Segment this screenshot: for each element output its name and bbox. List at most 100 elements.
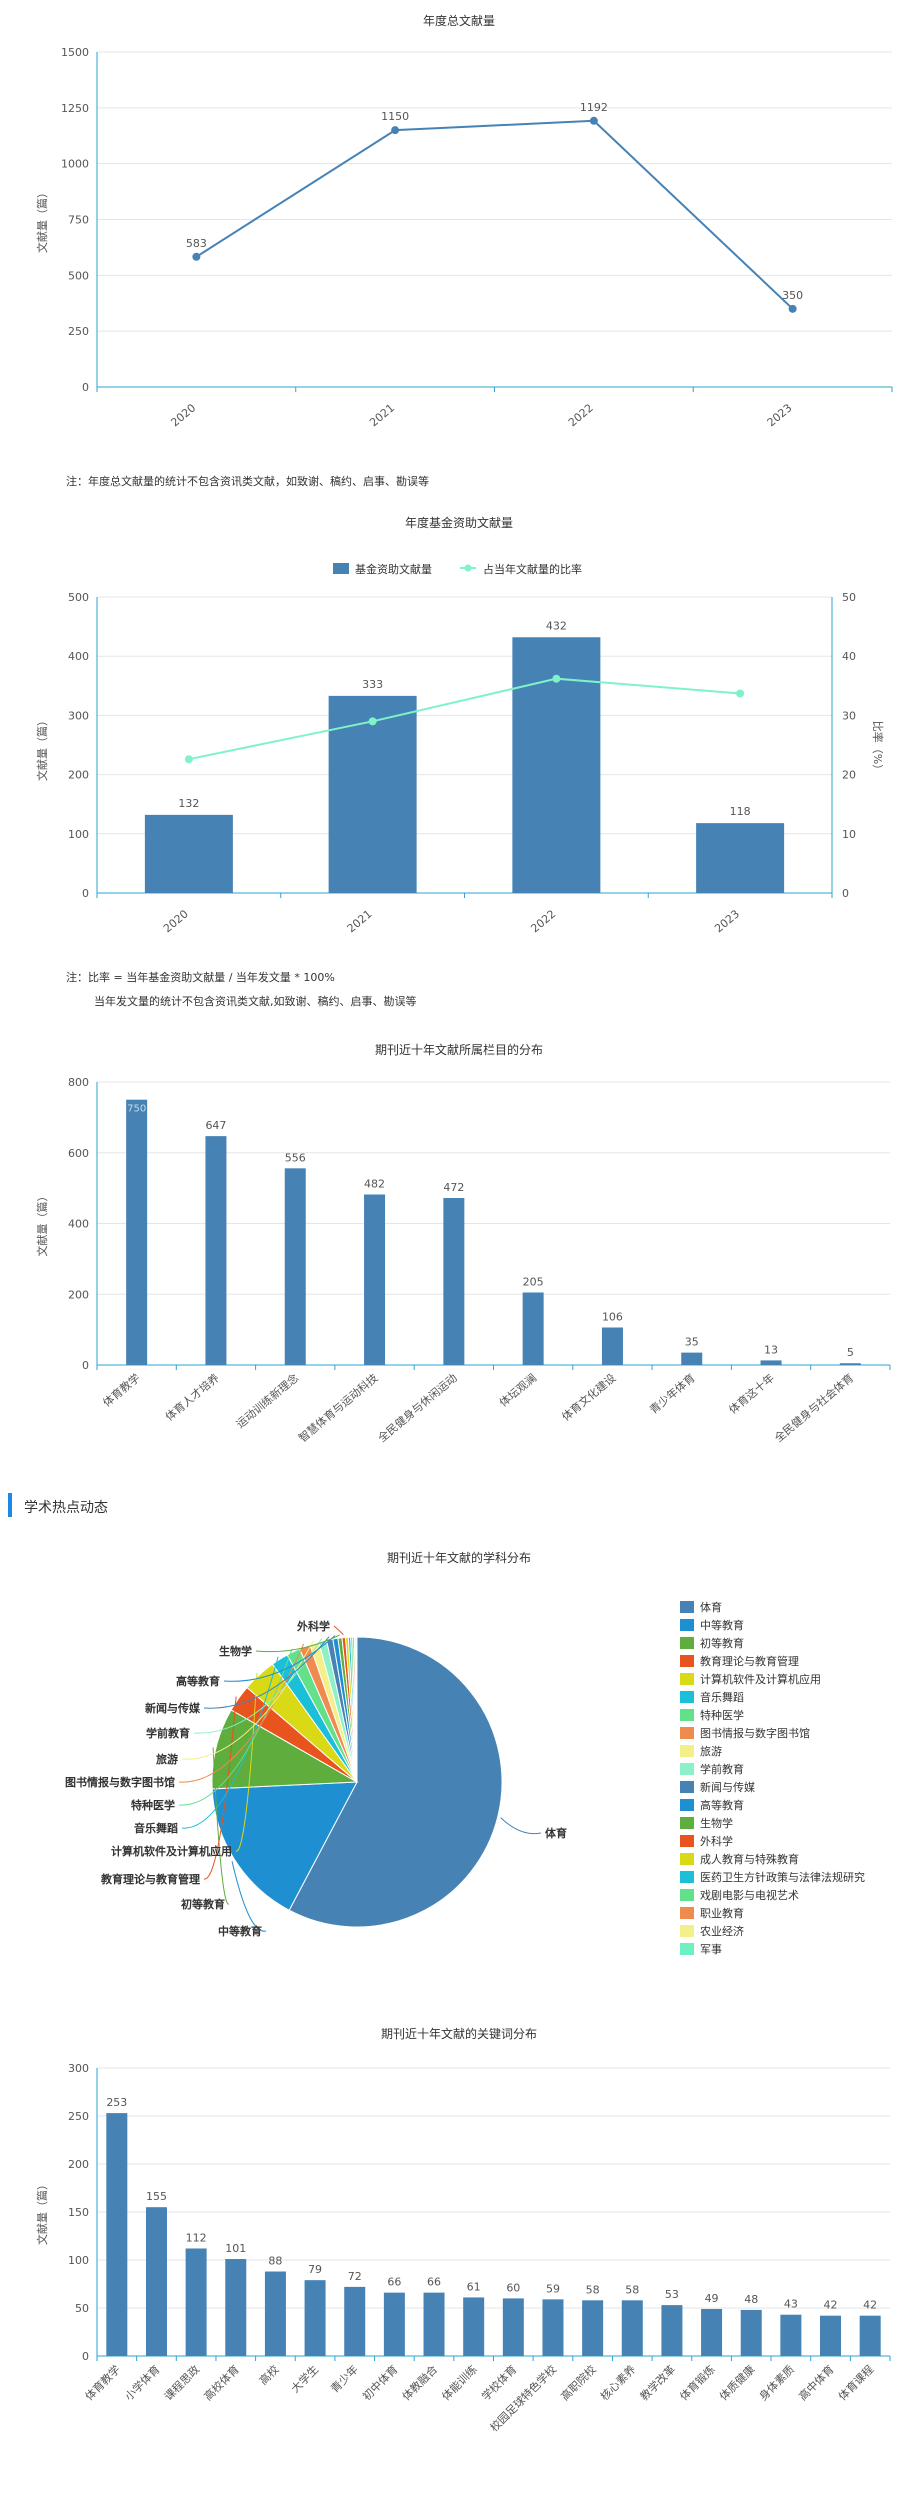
- annual-total-y-tick-label: 250: [68, 325, 89, 338]
- subject-legend-label: 新闻与传媒: [700, 1781, 755, 1794]
- subject-leader-line: [178, 1648, 293, 1806]
- column-dist-bar-label: 750: [127, 1104, 146, 1115]
- subject-legend-label: 图书情报与数字图书馆: [700, 1727, 810, 1740]
- column-dist-bar: [760, 1360, 782, 1365]
- subject-legend-label: 外科学: [700, 1835, 733, 1848]
- subject-legend-label: 医药卫生方针政策与法律法规研究: [700, 1871, 865, 1884]
- column-dist-bar-label: 647: [205, 1119, 226, 1132]
- keyword-dist-bar: [344, 2286, 366, 2356]
- subject-slice-label: 生物学: [219, 1644, 252, 1658]
- keyword-dist-x-tick-label: 小学体育: [122, 2362, 163, 2403]
- keyword-dist-bar-label: 72: [348, 2270, 362, 2283]
- keyword-dist-x-tick-label: 青少年: [328, 2362, 361, 2395]
- column-dist-bar: [522, 1292, 544, 1365]
- keyword-dist-bar-label: 42: [824, 2299, 838, 2312]
- keyword-dist-x-tick-label: 大学生: [288, 2362, 321, 2395]
- annual-fund-y-tick-label: 200: [68, 769, 89, 782]
- subject-leader-line: [231, 1861, 267, 1932]
- keyword-dist-x-tick-label: 身体素质: [756, 2362, 797, 2403]
- column-dist-y-tick-label: 200: [68, 1288, 89, 1301]
- annual-fund-y-tick-label: 400: [68, 650, 89, 663]
- annual-total-chart: 年度总文献量 0 250 500 750 1000 1250 1500 文献量（篇） 2020 20…: [35, 13, 893, 429]
- annual-fund-x-tick-label: 2022: [528, 907, 558, 935]
- keyword-dist-bar-label: 53: [665, 2288, 679, 2301]
- keyword-dist-bar-label: 58: [586, 2283, 600, 2296]
- column-dist-x-tick-label: 体育文化建设: [559, 1371, 619, 1424]
- annual-fund-bar-label: 432: [546, 619, 567, 632]
- column-dist-title: 期刊近十年文献所属栏目的分布: [375, 1042, 543, 1057]
- annual-total-series-line: [195, 119, 794, 310]
- column-dist-x-tick-label: 体坛观澜: [496, 1371, 539, 1410]
- column-dist-bar: [681, 1352, 703, 1365]
- annual-total-point: [788, 304, 797, 313]
- keyword-dist-x-tick-label: 体能训练: [439, 2362, 480, 2403]
- subject-legend-swatch: [680, 1691, 694, 1703]
- annual-fund-x-tick-label: 2023: [712, 907, 742, 935]
- annual-fund-bar-label: 132: [178, 797, 199, 810]
- annual-fund-legend-bar-label: 基金资助文献量: [355, 562, 432, 576]
- subject-slice-label: 音乐舞蹈: [134, 1821, 178, 1835]
- annual-total-y-tick-label: 750: [68, 214, 89, 227]
- fund-note-line2: 当年发文量的统计不包含资讯类文献,如致谢、稿约、启事、勘误等: [94, 995, 417, 1008]
- subject-legend-swatch: [680, 1799, 694, 1811]
- column-dist-chart: 期刊近十年文献所属栏目的分布 0 200 400 600 800 文献量（篇） 体育教学 体育人…: [35, 1042, 891, 1445]
- subject-slice: [211, 1781, 358, 1911]
- subject-legend-swatch: [680, 1601, 694, 1613]
- keyword-dist-bar-label: 60: [506, 2281, 520, 2294]
- annual-total-point: [589, 116, 598, 125]
- subject-legend-swatch: [680, 1925, 694, 1937]
- subject-leader-line: [181, 1656, 279, 1829]
- subject-legend-label: 教育理论与教育管理: [700, 1655, 799, 1668]
- subject-legend-label: 成人教育与特殊教育: [700, 1853, 799, 1866]
- subject-legend-swatch: [680, 1745, 694, 1757]
- subject-legend-label: 农业经济: [700, 1925, 744, 1938]
- subject-leader-line: [178, 1643, 305, 1783]
- subject-legend-label: 旅游: [700, 1745, 722, 1758]
- keyword-dist-x-tick-label: 体育锻炼: [677, 2362, 718, 2403]
- subject-slice-label: 特种医学: [131, 1798, 175, 1812]
- column-dist-bar: [839, 1363, 861, 1365]
- keyword-dist-bar-label: 101: [225, 2242, 246, 2255]
- keyword-dist-x-tick-label: 体育课程: [835, 2362, 876, 2403]
- subject-legend-label: 生物学: [700, 1817, 733, 1830]
- keyword-dist-x-tick-label: 体质健康: [716, 2362, 757, 2403]
- annual-fund-y2-tick-label: 40: [842, 650, 856, 663]
- annual-total-y-tick-label: 1250: [61, 102, 89, 115]
- subject-leader-line: [333, 1625, 344, 1635]
- column-dist-bar: [443, 1198, 465, 1365]
- keyword-dist-bar: [780, 2314, 802, 2356]
- subject-leader-line: [223, 1635, 336, 1682]
- column-dist-x-tick-label: 全民健身与休闲运动: [375, 1371, 460, 1445]
- column-dist-bar: [284, 1168, 306, 1365]
- subject-leader-line: [203, 1696, 237, 1880]
- annual-fund-ratio-point: [736, 689, 745, 698]
- subject-legend-swatch: [680, 1871, 694, 1883]
- keyword-dist-x-tick-label: 体教融合: [399, 2362, 440, 2403]
- annual-fund-y2-axis-label: 比率（%）: [871, 721, 885, 775]
- subject-legend-swatch: [680, 1655, 694, 1667]
- subject-slice-label: 外科学: [296, 1619, 330, 1633]
- keyword-dist-bar-label: 253: [106, 2096, 127, 2109]
- column-dist-y-tick-label: 800: [68, 1076, 89, 1089]
- keyword-dist-bar: [145, 2207, 167, 2356]
- annual-total-x-tick-label: 2020: [168, 401, 198, 429]
- subject-legend-label: 高等教育: [700, 1799, 744, 1812]
- keyword-dist-bar: [820, 2315, 842, 2356]
- keyword-dist-y-tick-label: 250: [68, 2110, 89, 2123]
- column-dist-y-tick-label: 400: [68, 1218, 89, 1231]
- annual-total-x-tick-label: 2022: [566, 401, 596, 429]
- column-dist-x-tick-label: 智慧体育与运动科技: [296, 1371, 381, 1445]
- subject-legend-swatch: [680, 1619, 694, 1631]
- annual-fund-ratio-point: [552, 674, 561, 683]
- keyword-dist-y-tick-label: 100: [68, 2254, 89, 2267]
- subject-slice-label: 图书情报与数字图书馆: [65, 1775, 175, 1789]
- annual-fund-y2-tick-label: 0: [842, 887, 849, 900]
- keyword-dist-bar-label: 61: [467, 2280, 481, 2293]
- subject-legend-swatch: [680, 1709, 694, 1721]
- keyword-dist-bar-label: 42: [863, 2299, 877, 2312]
- column-dist-bar-label: 472: [443, 1181, 464, 1194]
- subject-slice: [355, 1636, 358, 1783]
- annual-fund-bar: [144, 814, 233, 893]
- subject-legend-swatch: [680, 1835, 694, 1847]
- subject-leader-line: [500, 1817, 542, 1835]
